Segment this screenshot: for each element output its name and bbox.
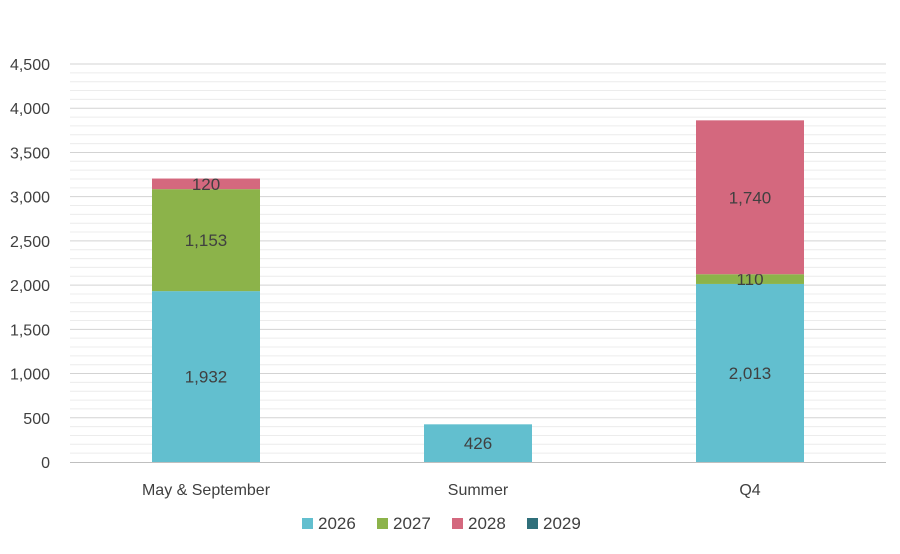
bar-segment: [152, 178, 260, 190]
bar-segment: [696, 283, 804, 462]
data-label: 426: [464, 434, 492, 453]
data-label: 1,153: [185, 231, 228, 250]
legend-label: 2026: [318, 514, 356, 533]
legend-swatch: [527, 518, 538, 529]
x-category-label: May & September: [142, 482, 271, 499]
legend-swatch: [377, 518, 388, 529]
y-tick-label: 1,500: [10, 322, 50, 339]
y-axis: 0 500 1,000 1,500 2,000 2,500 3,000 3,500 4,000 4…: [10, 57, 50, 472]
bar-segment: [424, 424, 532, 462]
bar-segment: [696, 274, 804, 284]
data-label: 2,013: [729, 364, 772, 383]
y-tick-label: 2,000: [10, 278, 50, 295]
y-tick-label: 0: [41, 455, 50, 472]
data-label: 110: [736, 270, 763, 289]
legend: 2026 2027 2028 2029: [302, 514, 581, 533]
bars: 1,932 1,153 120 426 2,013 110 1,740: [152, 120, 804, 462]
bar-segment: [696, 120, 804, 275]
legend-swatch: [302, 518, 313, 529]
legend-label: 2027: [393, 514, 431, 533]
x-axis: May & September Summer Q4: [70, 462, 886, 499]
y-tick-label: 1,000: [10, 367, 50, 384]
x-category-label: Summer: [448, 482, 509, 499]
data-label: 1,740: [729, 188, 772, 207]
legend-label: 2029: [543, 514, 581, 533]
legend-label: 2028: [468, 514, 506, 533]
data-label: 120: [192, 175, 220, 194]
y-tick-label: 2,500: [10, 234, 50, 251]
bar-segment: [152, 189, 260, 292]
y-tick-label: 4,000: [10, 101, 50, 118]
x-category-label: Q4: [739, 482, 760, 499]
y-tick-label: 3,000: [10, 190, 50, 207]
data-label: 1,932: [185, 368, 228, 387]
legend-swatch: [452, 518, 463, 529]
y-tick-label: 3,500: [10, 145, 50, 162]
y-tick-label: 500: [23, 411, 50, 428]
bar-segment: [152, 291, 260, 462]
y-tick-label: 4,500: [10, 57, 50, 74]
